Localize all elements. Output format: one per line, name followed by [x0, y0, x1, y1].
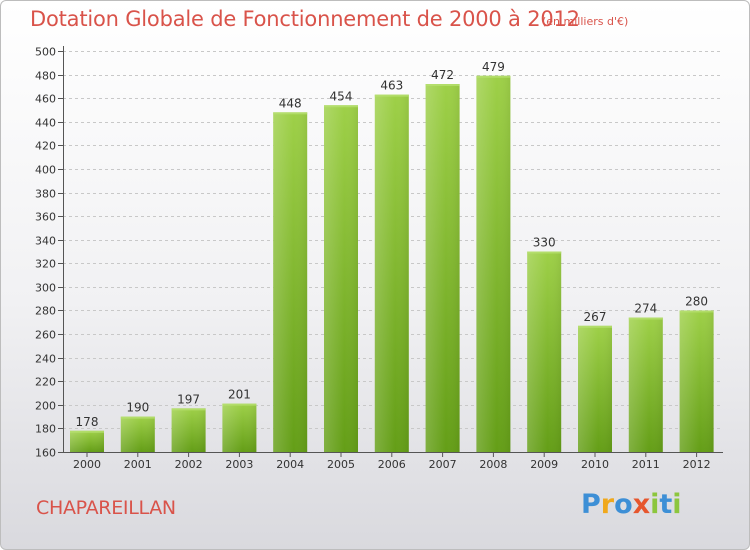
logo-letter: i — [650, 489, 660, 520]
x-tick-label: 2003 — [225, 458, 253, 471]
x-tick-label: 2012 — [683, 458, 711, 471]
logo-letter: x — [632, 489, 651, 520]
bar-top-edge — [374, 94, 409, 97]
y-tick-label: 280 — [35, 305, 56, 318]
bar-top-edge — [120, 416, 155, 419]
x-tick-label: 2004 — [276, 458, 304, 471]
bar-top-edge — [70, 430, 104, 433]
bar-top-edge — [527, 251, 562, 254]
y-tick-label: 420 — [35, 140, 56, 153]
y-tick-label: 160 — [35, 447, 56, 460]
bar-shine — [374, 94, 409, 452]
x-tick-label: 2006 — [378, 458, 406, 471]
y-tick-label: 500 — [35, 46, 56, 59]
chart-title: Dotation Globale de Fonctionnement de 20… — [30, 7, 580, 31]
y-tick-label: 260 — [35, 329, 56, 342]
y-tick-label: 480 — [35, 70, 56, 83]
value-label: 197 — [177, 392, 200, 406]
value-label: 190 — [126, 401, 149, 415]
value-label: 330 — [533, 236, 556, 250]
logo-letter: P — [581, 489, 601, 520]
y-tick-label: 220 — [35, 376, 56, 389]
bar-shine — [222, 403, 257, 452]
bar-top-edge — [171, 408, 206, 411]
x-tick-label: 2007 — [429, 458, 457, 471]
x-tick-label: 2001 — [124, 458, 152, 471]
bar-shine — [527, 251, 562, 452]
bar-shine — [120, 416, 155, 452]
value-label: 267 — [584, 310, 607, 324]
y-tick-label: 380 — [35, 188, 56, 201]
bars — [70, 75, 714, 453]
bar-top-edge — [222, 403, 257, 406]
bar-top-edge — [679, 310, 714, 313]
y-tick-label: 340 — [35, 235, 56, 248]
y-tick-label: 440 — [35, 117, 56, 130]
bar-shine — [425, 84, 460, 452]
y-tick-label: 200 — [35, 400, 56, 413]
y-tick-label: 300 — [35, 282, 56, 295]
bar-top-edge — [324, 105, 358, 108]
logo-letter: r — [600, 489, 615, 520]
proxiti-logo[interactable]: Proxiti — [581, 489, 682, 520]
logo-letter: o — [614, 489, 633, 520]
y-tick-label: 460 — [35, 93, 56, 106]
logo-letter: i — [672, 489, 682, 520]
bar-top-edge — [425, 84, 460, 87]
bar-top-edge — [628, 317, 663, 320]
bar-shine — [324, 105, 358, 453]
y-tick-label: 180 — [35, 423, 56, 436]
y-tick-label: 360 — [35, 211, 56, 224]
commune-name: CHAPAREILLAN — [36, 497, 176, 519]
x-tick-label: 2000 — [73, 458, 101, 471]
unit-note: (en milliers d'€) — [542, 15, 629, 28]
value-label: 178 — [76, 415, 99, 429]
bar-top-edge — [476, 75, 511, 78]
value-label: 201 — [228, 388, 251, 402]
x-tick-label: 2011 — [632, 458, 660, 471]
bar-shine — [273, 112, 308, 453]
bar-top-edge — [578, 325, 612, 328]
value-label: 463 — [380, 79, 403, 93]
value-label: 448 — [279, 96, 302, 110]
x-tick-label: 2005 — [327, 458, 355, 471]
y-tick-label: 320 — [35, 258, 56, 271]
bar-shine — [476, 75, 511, 453]
bar-shine — [628, 317, 663, 452]
value-label: 479 — [482, 60, 505, 74]
x-tick-label: 2009 — [530, 458, 558, 471]
bar-shine — [70, 430, 104, 452]
logo-letter: t — [659, 489, 673, 520]
value-label: 274 — [634, 302, 657, 316]
x-tick-label: 2010 — [581, 458, 609, 471]
value-label: 472 — [431, 68, 454, 82]
axes: 160 180 200 220 240 260 280 300 320 340 360 380 400 4… — [35, 46, 723, 471]
bar-top-edge — [273, 112, 308, 115]
x-tick-label: 2002 — [175, 458, 203, 471]
y-tick-label: 400 — [35, 164, 56, 177]
y-tick-label: 240 — [35, 353, 56, 366]
value-label: 280 — [685, 294, 708, 308]
bar-shine — [578, 325, 612, 452]
value-label: 454 — [330, 89, 353, 103]
x-tick-label: 2008 — [479, 458, 507, 471]
bar-shine — [171, 408, 206, 452]
bar-shine — [679, 310, 714, 452]
data-labels: 178 190 197 201 448 454 463 472 479 330 267 274 280 — [76, 60, 709, 429]
